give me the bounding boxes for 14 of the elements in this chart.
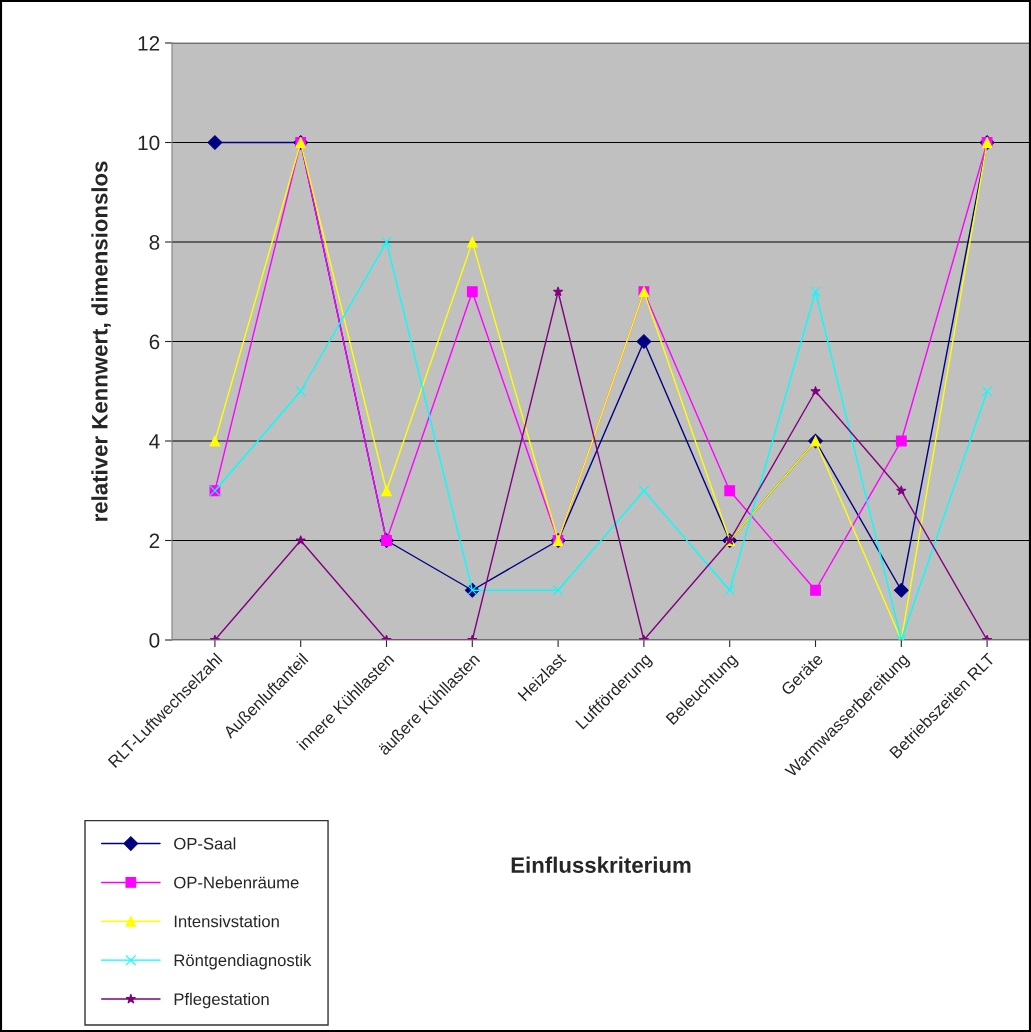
y-tick-label: 2	[149, 533, 160, 549]
y-tick-label: 8	[149, 235, 160, 250]
y-tick-label: 6	[149, 334, 160, 350]
legend-label: OP-Nebenräume	[174, 876, 299, 889]
y-tick-label: 12	[138, 36, 160, 51]
legend-label: Pflegestation	[174, 992, 269, 1009]
y-tick-label: 0	[149, 633, 160, 648]
x-axis-title: Einflusskriterium	[511, 856, 691, 873]
y-tick-label: 10	[138, 135, 160, 151]
y-tick-label: 4	[149, 434, 160, 449]
y-axis-title: relativer Kennwert, dimensionslos	[91, 161, 111, 521]
legend-label: OP-Saal	[174, 837, 236, 850]
legend-label: Intensivstation	[174, 915, 279, 928]
legend-label: Röntgendiagnostik	[174, 953, 312, 970]
